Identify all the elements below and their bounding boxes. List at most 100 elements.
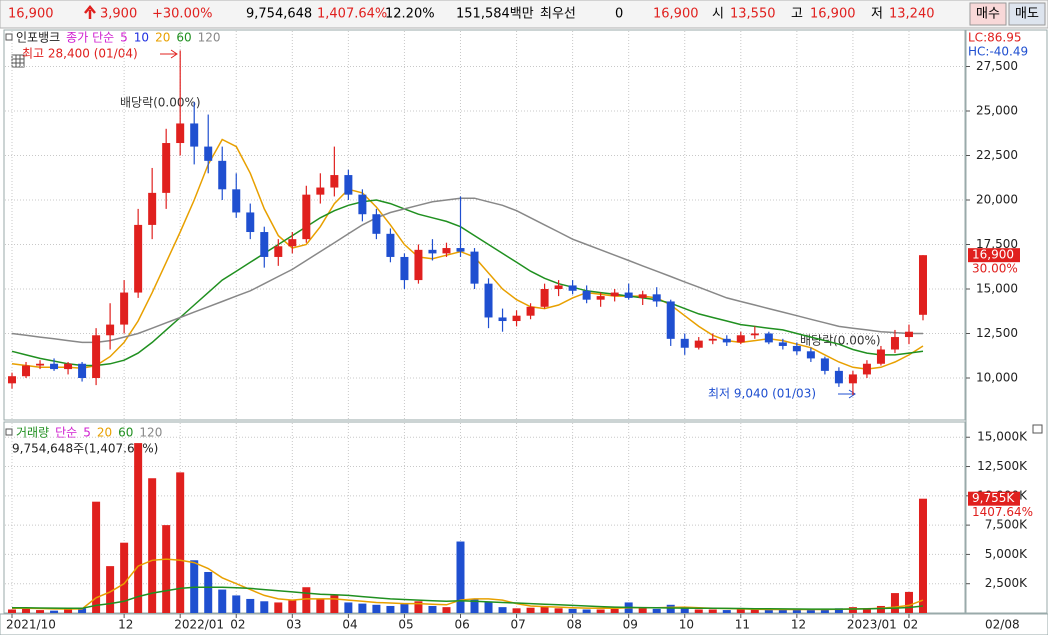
buy-label[interactable]: 매수	[976, 7, 1000, 22]
candle-body	[610, 292, 619, 297]
price-change-label: 30.00%	[972, 262, 1018, 276]
volume-tick-label: 12,500K	[977, 459, 1028, 473]
volume-bar	[316, 598, 325, 613]
volume-bar	[428, 605, 437, 613]
candle-body	[834, 370, 843, 384]
volume-bar	[680, 607, 689, 613]
volume-marker	[968, 491, 1020, 506]
lc-label: LC:86.95	[968, 31, 1021, 45]
candle-body	[246, 212, 255, 233]
candle-body	[568, 285, 577, 291]
legend-entry: 60	[176, 31, 191, 45]
candle-body	[750, 333, 759, 336]
candle-body	[876, 349, 885, 364]
volume-bar	[442, 607, 451, 613]
candle-body	[36, 363, 45, 366]
dividend-annotation: 배당락(0.00%)	[800, 334, 881, 348]
y-tick-label: 15,000	[976, 281, 1018, 295]
volume-change-label: 1407.64%	[972, 505, 1033, 519]
candle-body	[554, 285, 563, 289]
volume-bar	[750, 608, 759, 613]
volume-bar	[36, 610, 45, 613]
buy-button[interactable]	[969, 2, 1007, 26]
candle-body	[190, 123, 199, 147]
candle-body	[806, 351, 815, 359]
candle-body	[582, 290, 591, 300]
candle-body	[344, 175, 353, 195]
candle-body	[666, 301, 675, 339]
ma-line	[11, 197, 923, 344]
volume-bar	[638, 608, 647, 613]
header-item: 3,900	[100, 7, 137, 22]
volume-bar	[694, 609, 703, 613]
volume-bar	[862, 608, 871, 613]
y-tick-label: 20,000	[976, 192, 1018, 206]
volume-bar	[8, 609, 17, 613]
volume-bar	[820, 608, 829, 613]
x-tick-label: 04	[342, 618, 357, 632]
candle-body	[330, 175, 339, 188]
volume-bar	[890, 593, 899, 613]
volume-bar	[904, 591, 913, 613]
bottom-axis	[0, 613, 1048, 635]
candle-body	[596, 296, 605, 300]
candle-body	[778, 342, 787, 346]
volume-summary: 9,754,648주(1,407.64%)	[12, 442, 158, 456]
volume-bar	[78, 608, 87, 613]
candle-body	[918, 255, 927, 315]
header-item: 고	[791, 7, 803, 22]
candle-body	[148, 192, 157, 225]
volume-bar	[708, 609, 717, 613]
x-tick-label: 11	[735, 618, 750, 632]
high-annotation: 최고 28,400 (01/04)	[22, 47, 138, 61]
candle-body	[890, 337, 899, 350]
candle-body	[204, 146, 213, 161]
y-tick-label: 22,500	[976, 148, 1018, 162]
candle-body	[498, 317, 507, 322]
sell-button[interactable]	[1008, 2, 1046, 26]
legend-entry: 20	[97, 426, 112, 440]
high-arrow	[160, 49, 178, 59]
candle-body	[722, 338, 731, 343]
volume-bar	[666, 604, 675, 613]
candle-body	[358, 194, 367, 215]
volume-bar	[610, 608, 619, 613]
volume-bar	[106, 566, 115, 613]
candle-body	[820, 358, 829, 371]
candle-body	[848, 374, 857, 384]
volume-bar	[876, 605, 885, 613]
volume-bar	[120, 542, 129, 613]
x-tick-label: 05	[398, 618, 413, 632]
volume-bar	[344, 602, 353, 613]
sell-label[interactable]: 매도	[1015, 7, 1039, 22]
volume-bar	[652, 608, 661, 613]
volume-bar	[302, 587, 311, 613]
candle-body	[540, 288, 549, 307]
panel-button[interactable]	[1032, 424, 1043, 434]
candle-body	[260, 232, 269, 257]
candle-body	[512, 315, 521, 322]
volume-bar	[386, 605, 395, 613]
header-item: 151,584백만	[456, 7, 534, 22]
volume-bar	[50, 610, 59, 613]
volume-bar	[834, 608, 843, 613]
volume-bar	[246, 598, 255, 613]
grid-icon-lines	[12, 55, 24, 67]
volume-bar	[554, 608, 563, 613]
x-tick-label: 09	[623, 618, 638, 632]
legend-entry: 5	[120, 31, 128, 45]
volume-bar	[526, 607, 535, 613]
x-tick-label: 12	[791, 618, 806, 632]
volume-bar	[288, 600, 297, 613]
header-item: 1,407.64%	[317, 7, 387, 22]
header-item: 16,900	[810, 7, 856, 22]
volume-marker-label: 9,755K	[972, 491, 1015, 505]
volume-bar	[372, 604, 381, 613]
current-date: 02/08	[985, 618, 1020, 632]
volume-bar	[148, 478, 157, 613]
volume-bar	[918, 498, 927, 613]
legend-title: 거래량	[16, 426, 49, 440]
volume-bar	[64, 609, 73, 613]
legend-label: 종가 단순	[66, 31, 114, 45]
top-bar	[0, 0, 1048, 29]
